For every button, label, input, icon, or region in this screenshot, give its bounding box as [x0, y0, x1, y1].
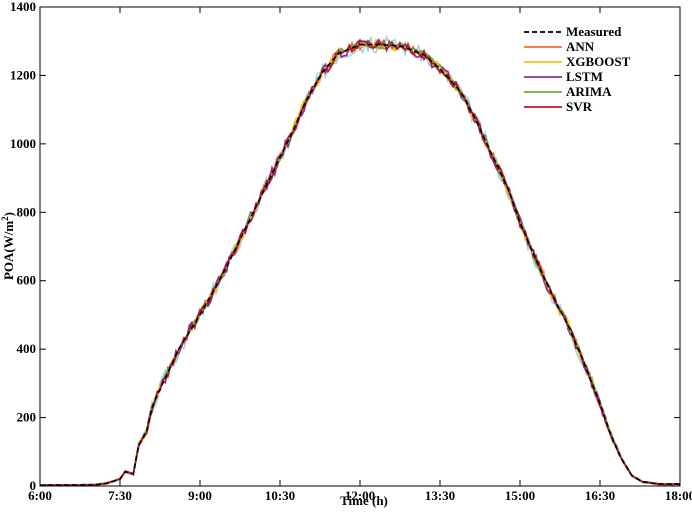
x-axis-title: Time (h) — [340, 493, 388, 508]
x-tick-label: 16:30 — [585, 488, 615, 503]
axes: 6:00 7:30 9:00 10:30 12:00 13:30 15:00 16:30 18:… — [10, 0, 692, 503]
legend-label-lstm: LSTM — [566, 69, 603, 84]
x-tick-label: 7:30 — [108, 488, 132, 503]
plot-area — [39, 34, 681, 487]
series-line-svr — [39, 39, 681, 487]
x-tick-label: 9:00 — [188, 488, 212, 503]
series-line-measured — [40, 43, 681, 487]
y-tick-label: 600 — [17, 273, 37, 288]
legend-label-arima: ARIMA — [566, 84, 612, 99]
x-tick-label: 12:00 — [345, 488, 375, 503]
x-tick-label: 13:30 — [425, 488, 455, 503]
y-tick-label: 800 — [17, 204, 37, 219]
legend-label-ann: ANN — [566, 39, 595, 54]
y-tick-label: 200 — [17, 410, 37, 425]
x-tick-label: 10:30 — [265, 488, 295, 503]
y-tick-label: 1000 — [10, 136, 36, 151]
y-tick-label: 400 — [17, 341, 37, 356]
y-axis-title: POA(W/m2) — [0, 212, 16, 280]
x-tick-label: 6:00 — [28, 488, 52, 503]
x-tick-label: 15:00 — [505, 488, 535, 503]
legend-label-svr: SVR — [566, 99, 593, 114]
y-tick-label: 0 — [30, 478, 37, 493]
legend-label-xgboost: XGBOOST — [566, 54, 631, 69]
y-tick-label: 1200 — [10, 67, 36, 82]
legend-label-measured: Measured — [566, 24, 622, 39]
x-tick-label: 18:00 — [665, 488, 692, 503]
y-tick-label: 1400 — [10, 0, 36, 14]
